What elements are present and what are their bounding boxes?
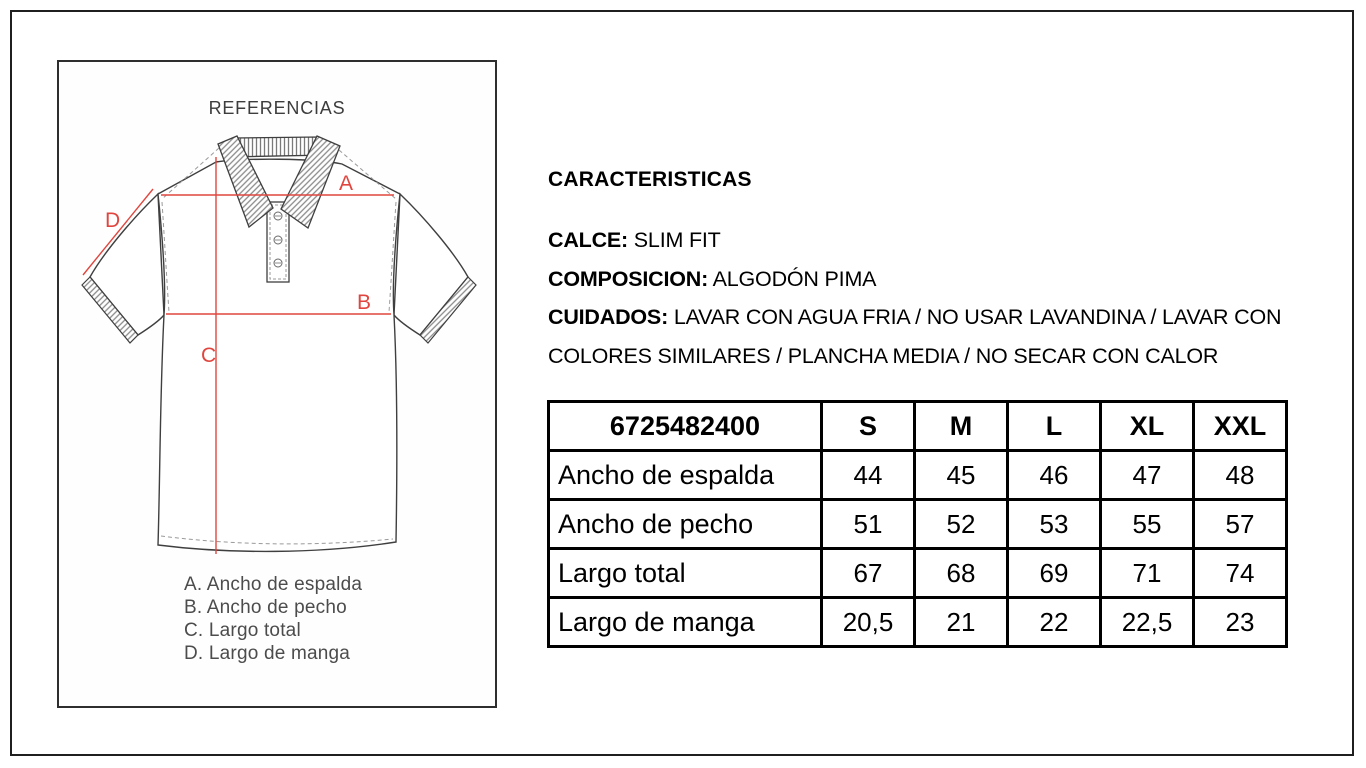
left-sleeve [81, 192, 165, 344]
measurement-value: 71 [1099, 547, 1195, 599]
measurement-value: 69 [1006, 547, 1102, 599]
measurement-value: 53 [1006, 498, 1102, 550]
measurement-label: Largo total [547, 547, 823, 599]
characteristics-list: CALCE: SLIM FIT COMPOSICION: ALGODÓN PIM… [548, 221, 1336, 375]
measurement-value: 20,5 [820, 596, 916, 648]
legend-item-b: B. Ancho de pecho [184, 597, 347, 618]
measurement-lines [82, 157, 394, 554]
spec-calce-label: CALCE: [548, 228, 629, 252]
size-table: 6725482400 S M L XL XXL Ancho de espalda… [547, 400, 1288, 648]
size-column-l: L [1006, 400, 1102, 452]
size-column-m: M [913, 400, 1009, 452]
spec-composicion: COMPOSICION: ALGODÓN PIMA [548, 260, 1336, 299]
outer-border [10, 10, 1354, 756]
label-d: D [105, 209, 120, 232]
measurement-value: 57 [1192, 498, 1288, 550]
size-column-xl: XL [1099, 400, 1195, 452]
button-placket [266, 201, 290, 283]
spec-calce: CALCE: SLIM FIT [548, 221, 1336, 260]
row-largo-manga: Largo de manga 20,5 21 22 22,5 23 [547, 596, 1288, 648]
size-table-header-row: 6725482400 S M L XL XXL [547, 400, 1288, 452]
row-ancho-pecho: Ancho de pecho 51 52 53 55 57 [547, 498, 1288, 550]
measurement-label: Ancho de pecho [547, 498, 823, 550]
label-b: B [357, 291, 371, 314]
row-largo-total: Largo total 67 68 69 71 74 [547, 547, 1288, 599]
measurement-value: 44 [820, 449, 916, 501]
spec-composicion-label: COMPOSICION: [548, 266, 709, 291]
measurement-value: 55 [1099, 498, 1195, 550]
label-c: C [201, 344, 216, 367]
measurement-value: 48 [1192, 449, 1288, 501]
legend-item-a: A. Ancho de espalda [184, 574, 363, 595]
reference-diagram-panel: A B C D REFERENCIAS A. Ancho de espalda … [57, 60, 497, 708]
measurement-label: Ancho de espalda [547, 449, 823, 501]
buttons [273, 211, 283, 268]
size-column-s: S [820, 400, 916, 452]
spec-calce-value: SLIM FIT [633, 228, 721, 252]
right-sleeve [393, 192, 477, 344]
legend-item-c: C. Largo total [184, 620, 301, 641]
diagram-title: REFERENCIAS [208, 98, 346, 118]
spec-cuidados: CUIDADOS: LAVAR CON AGUA FRIA / NO USAR … [548, 298, 1336, 375]
spec-cuidados-label: CUIDADOS: [548, 305, 669, 329]
collar [217, 135, 341, 230]
measurement-legend: A. Ancho de espalda B. Ancho de pecho C.… [184, 573, 362, 665]
size-column-xxl: XXL [1192, 400, 1288, 452]
measurement-value: 74 [1192, 547, 1288, 599]
shirt-body [157, 158, 401, 553]
characteristics-heading: CARACTERISTICAS [548, 168, 752, 191]
measurement-value: 23 [1192, 596, 1288, 648]
measurement-value: 46 [1006, 449, 1102, 501]
measurement-value: 45 [913, 449, 1009, 501]
measurement-label: Largo de manga [547, 596, 823, 648]
measurement-value: 51 [820, 498, 916, 550]
measurement-value: 47 [1099, 449, 1195, 501]
measurement-value: 68 [913, 547, 1009, 599]
seam-stitching [160, 147, 397, 545]
spec-composicion-value: ALGODÓN PIMA [712, 266, 877, 291]
label-a: A [339, 172, 353, 195]
measurement-value: 22 [1006, 596, 1102, 648]
measure-line-d [82, 188, 154, 276]
measurement-value: 67 [820, 547, 916, 599]
row-ancho-espalda: Ancho de espalda 44 45 46 47 48 [547, 449, 1288, 501]
legend-item-d: D. Largo de manga [184, 643, 351, 664]
spec-cuidados-value: LAVAR CON AGUA FRIA / NO USAR LAVANDINA … [548, 305, 1282, 368]
product-code-cell: 6725482400 [547, 400, 823, 452]
measurement-labels: A B C D [105, 172, 371, 367]
measurement-value: 22,5 [1099, 596, 1195, 648]
measurement-value: 21 [913, 596, 1009, 648]
measurement-value: 52 [913, 498, 1009, 550]
polo-shirt-diagram: A B C D [81, 135, 477, 554]
